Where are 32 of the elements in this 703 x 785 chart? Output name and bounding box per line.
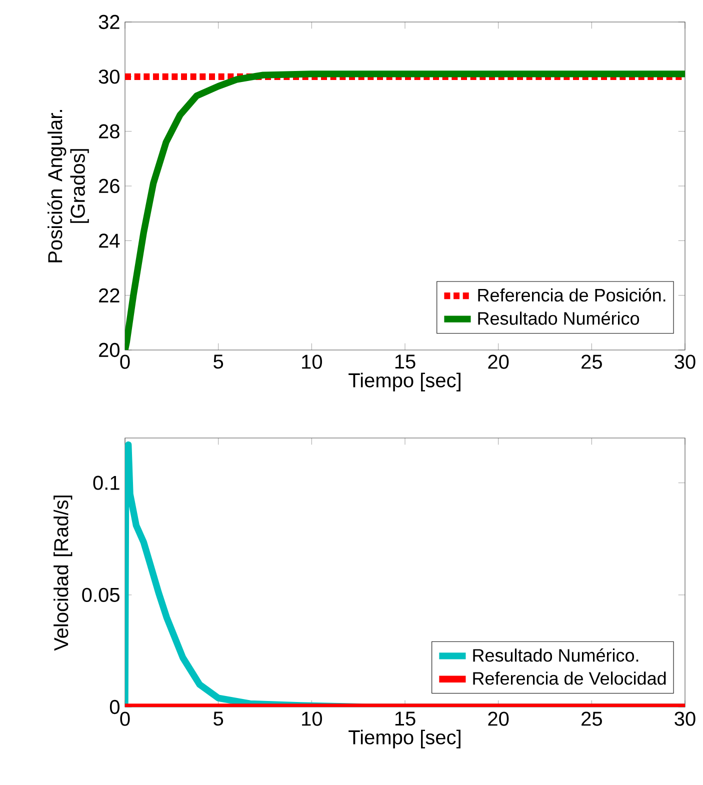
legend-label: Resultado Numérico. (473, 648, 638, 662)
x-tick-label: 0 (120, 712, 130, 726)
x-tick-label: 5 (214, 354, 224, 369)
x-tick-label: 20 (488, 354, 509, 369)
x-tick-label: 5 (214, 712, 224, 726)
y-tick-label: 26 (99, 178, 120, 194)
y-tick-label: 0.05 (82, 588, 120, 602)
x-tick-label: 10 (302, 354, 322, 369)
y-tick-label: 30 (98, 70, 120, 84)
x-tick-label: 0 (120, 354, 130, 369)
x-axis-title: Tiempo [sec] (348, 730, 460, 748)
x-tick-label: 30 (674, 712, 696, 726)
legend-label: Referencia de Velocidad (473, 672, 666, 685)
y-axis-title: Velocidad [Rad/s] (54, 496, 72, 651)
y-tick-label: 28 (99, 124, 120, 138)
legend-label: Referencia de Posición. (478, 288, 666, 302)
legend-label: Resultado Numérico (478, 311, 640, 325)
x-tick-label: 30 (674, 354, 696, 369)
y-tick-label: 0.1 (93, 476, 120, 490)
x-tick-label: 15 (395, 712, 416, 726)
y-tick-label: 32 (98, 14, 120, 30)
x-tick-label: 15 (395, 354, 416, 369)
y-axis-title: Posición Angular. [Grados] (47, 110, 89, 262)
y-tick-label: 24 (99, 234, 120, 248)
x-tick-label: 25 (582, 354, 602, 369)
x-tick-label: 25 (582, 712, 602, 726)
y-tick-label: 20 (99, 342, 120, 358)
y-tick-label: 0 (110, 700, 120, 714)
x-tick-label: 20 (488, 712, 509, 726)
x-axis-title: Tiempo [sec] (348, 372, 460, 392)
y-tick-label: 22 (99, 288, 120, 302)
x-tick-label: 10 (302, 712, 322, 726)
